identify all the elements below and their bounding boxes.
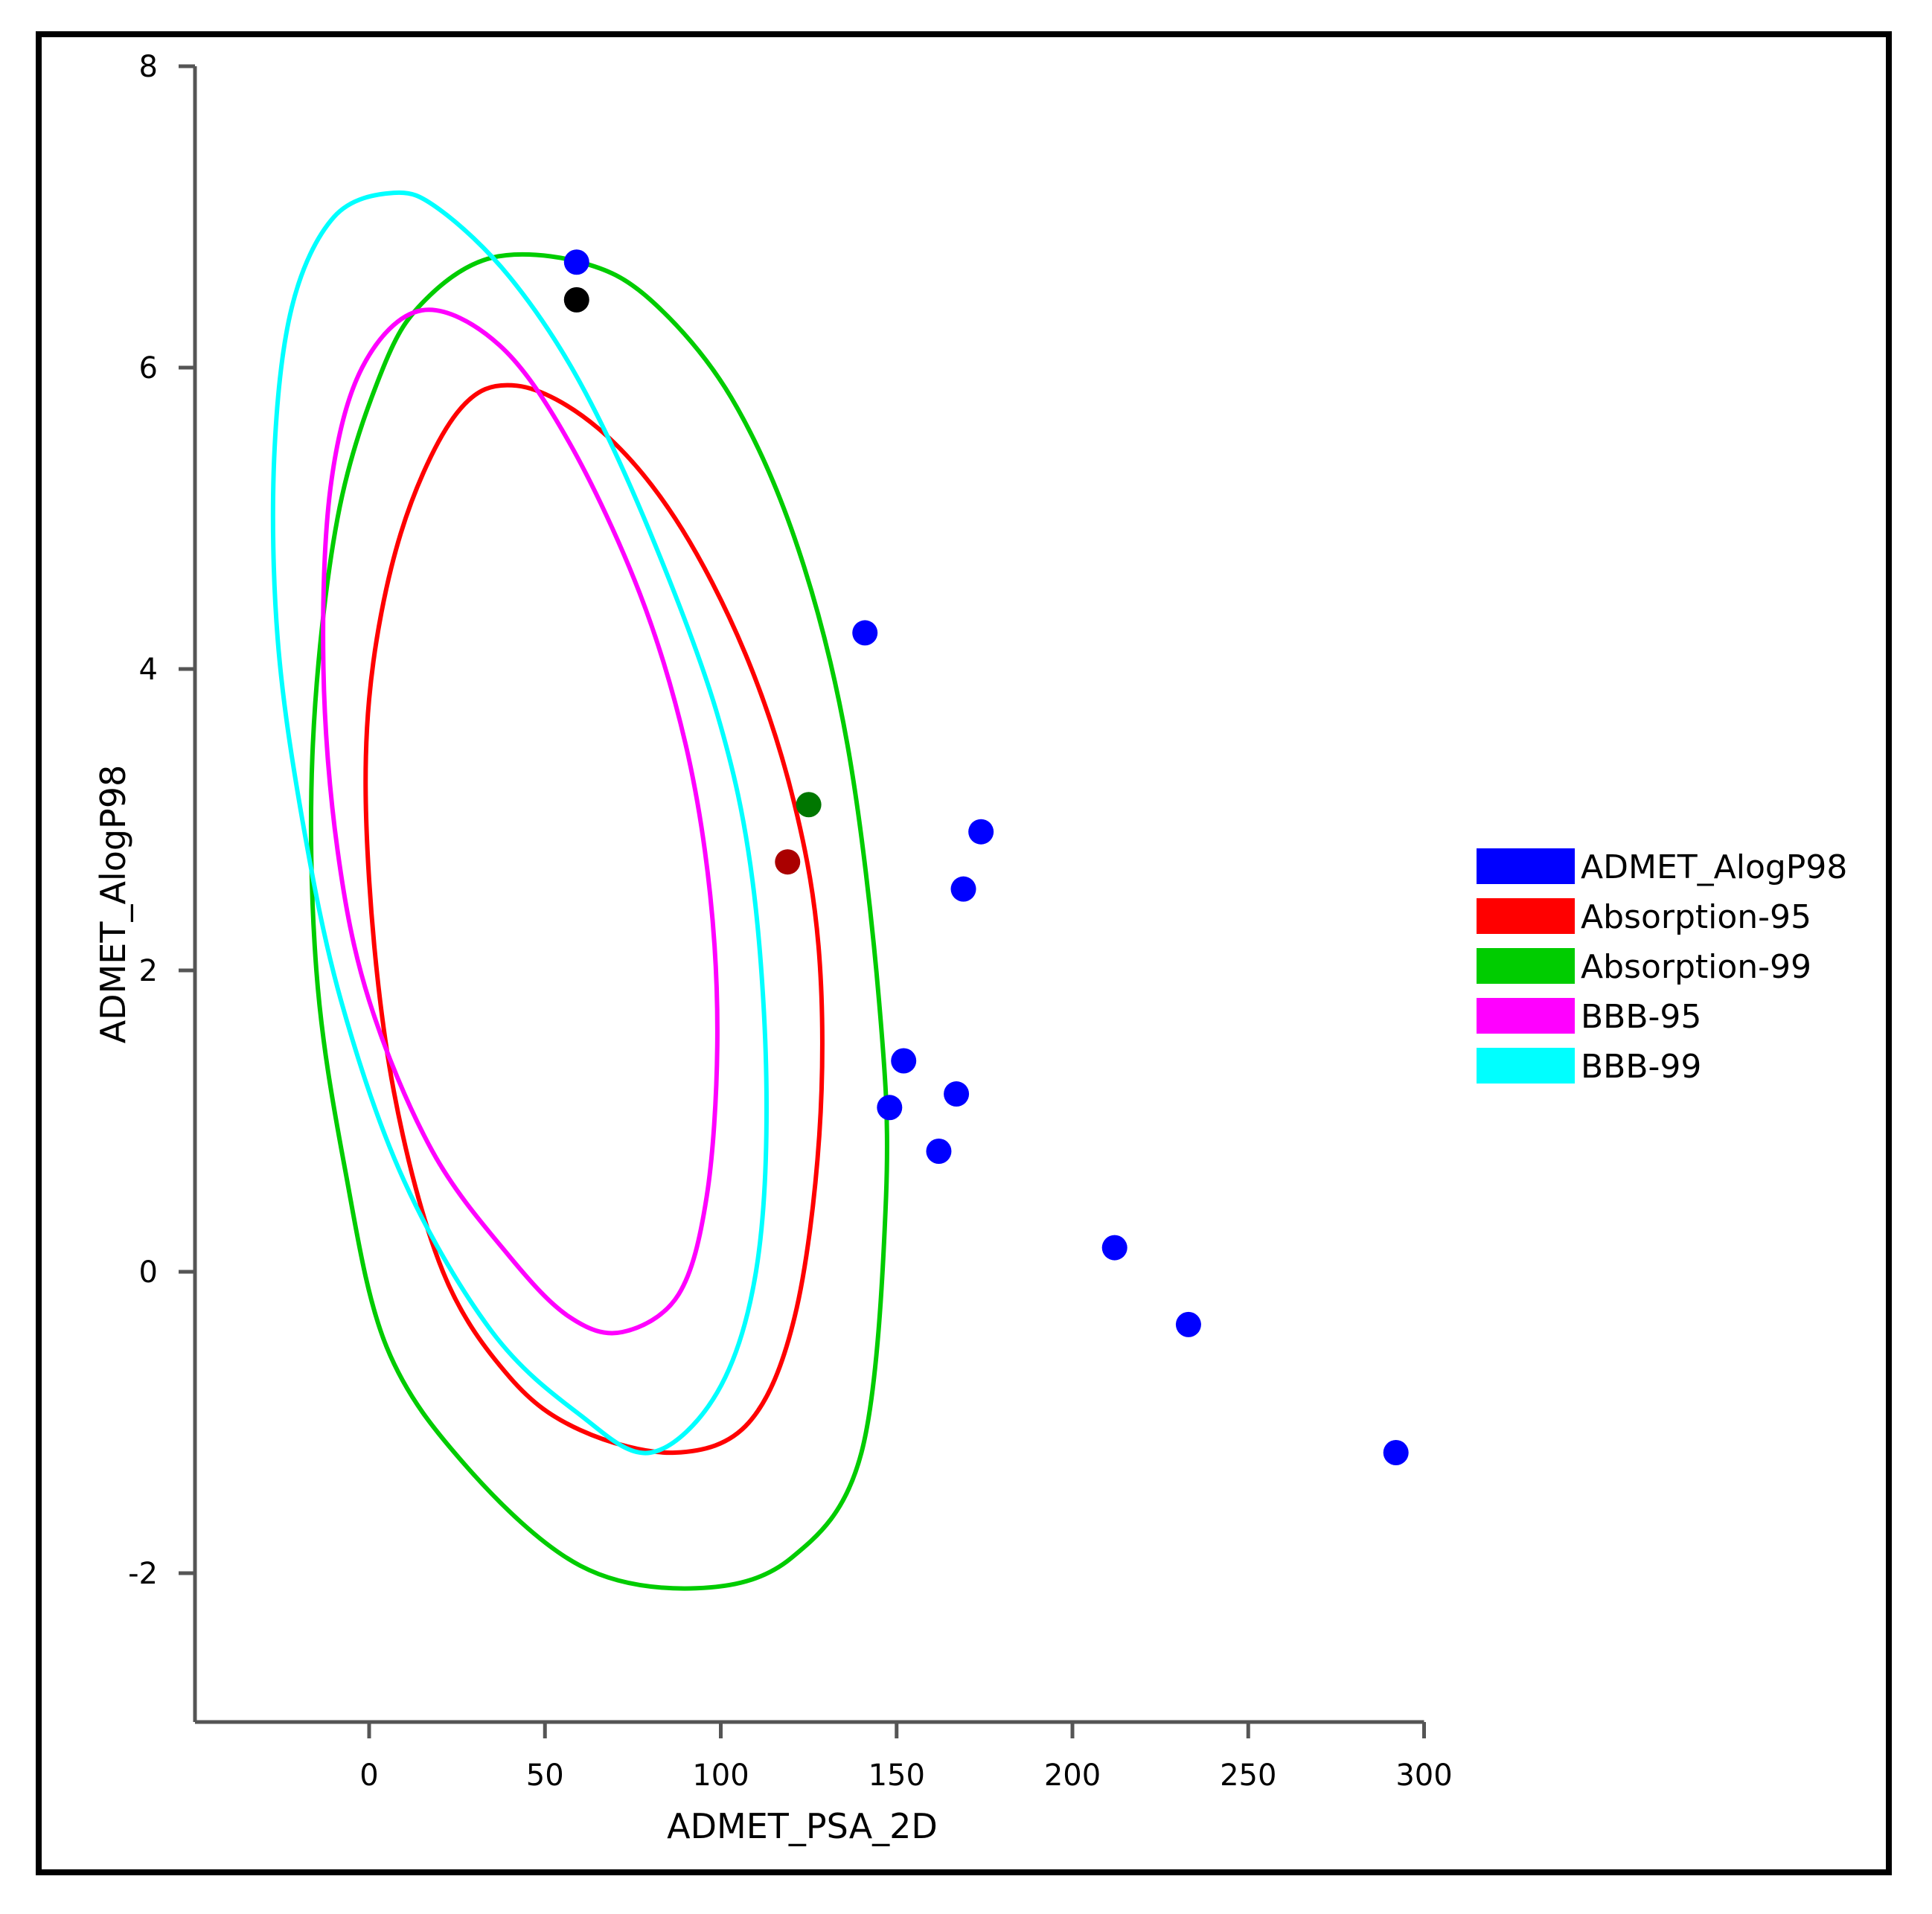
x-tick-label: 300 xyxy=(1395,1758,1452,1793)
confidence-ellipses xyxy=(270,190,889,1591)
legend-swatch xyxy=(1477,898,1575,934)
x-tick-label: 50 xyxy=(526,1758,564,1793)
data-point xyxy=(926,1139,952,1164)
x-tick-label: 0 xyxy=(359,1758,378,1793)
legend-swatch xyxy=(1477,998,1575,1034)
y-tick-label: 8 xyxy=(139,50,158,84)
data-point xyxy=(1175,1311,1201,1337)
data-point xyxy=(950,876,976,902)
legend-swatch xyxy=(1477,848,1575,884)
chart-frame xyxy=(36,31,1892,1875)
x-tick-label: 250 xyxy=(1220,1758,1276,1793)
data-point xyxy=(968,819,994,845)
y-tick-label: 2 xyxy=(139,954,158,988)
x-tick-label: 200 xyxy=(1044,1758,1101,1793)
legend-swatch xyxy=(1477,948,1575,984)
data-point xyxy=(1383,1440,1409,1465)
data-point xyxy=(563,287,589,313)
legend-label: ADMET_AlogP98 xyxy=(1581,848,1847,886)
y-tick-label: -2 xyxy=(128,1557,158,1591)
data-points xyxy=(563,249,1409,1465)
x-tick-label: 150 xyxy=(869,1758,925,1793)
data-point xyxy=(1101,1235,1127,1261)
legend-label: BBB-95 xyxy=(1581,998,1701,1036)
data-point xyxy=(563,249,589,275)
y-tick-label: 4 xyxy=(139,653,158,687)
ellipse-absorption-99 xyxy=(308,252,889,1591)
data-point xyxy=(796,792,822,818)
data-point xyxy=(944,1081,970,1107)
data-point xyxy=(775,849,801,875)
legend-swatch xyxy=(1477,1048,1575,1084)
x-tick-label: 100 xyxy=(692,1758,749,1793)
axes: 0 50 100 150 200 250 300 -2 0 2 4 6 8 xyxy=(128,50,1453,1793)
legend-label: BBB-99 xyxy=(1581,1048,1701,1086)
ellipse-bbb-95 xyxy=(321,307,720,1336)
data-point xyxy=(852,620,878,646)
y-axis-title: ADMET_AlogP98 xyxy=(93,765,133,1044)
x-axis-title: ADMET_PSA_2D xyxy=(667,1806,938,1846)
ellipse-bbb-99 xyxy=(270,190,769,1456)
y-tick-label: 0 xyxy=(139,1255,158,1290)
data-point xyxy=(877,1095,903,1121)
legend-label: Absorption-99 xyxy=(1581,948,1811,986)
legend-label: Absorption-95 xyxy=(1581,898,1811,936)
data-point xyxy=(891,1048,917,1074)
legend: ADMET_AlogP98 Absorption-95 Absorption-99 B… xyxy=(1477,848,1847,1086)
y-tick-label: 6 xyxy=(139,351,158,385)
